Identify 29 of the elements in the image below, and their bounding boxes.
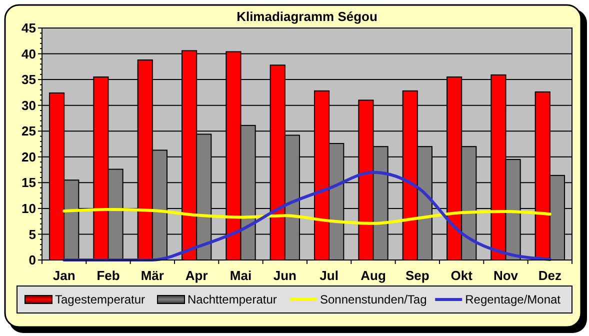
y-tick-label: 35 <box>22 72 36 88</box>
x-tick-label: Apr <box>185 268 208 283</box>
y-tick-label: 40 <box>22 46 36 62</box>
x-tick-label: Mai <box>230 268 252 283</box>
y-tick-label: 5 <box>28 226 36 242</box>
x-tick-label: Feb <box>96 268 120 283</box>
x-tick-label: Nov <box>493 268 519 283</box>
legend-label: Nachttemperatur <box>188 292 277 306</box>
legend-label: Sonnenstunden/Tag <box>320 292 427 306</box>
x-tick-label: Okt <box>450 268 474 283</box>
legend-label: Regentage/Monat <box>465 292 562 306</box>
line-series <box>62 170 552 262</box>
line-series <box>62 208 552 225</box>
x-tick-label: Sep <box>405 268 430 283</box>
x-tick-label: Dez <box>538 268 562 283</box>
legend-label: Tagestemperatur <box>55 292 146 306</box>
chart-title: Klimadiagramm Ségou <box>236 9 378 24</box>
y-tick-label: 20 <box>22 149 36 164</box>
y-tick-label: 45 <box>22 20 36 36</box>
y-tick-label: 0 <box>28 252 36 268</box>
x-tick-label: Aug <box>360 268 386 283</box>
x-tick-label: Mär <box>140 268 164 283</box>
y-tick-label: 15 <box>22 175 36 190</box>
y-tick-label: 30 <box>22 98 36 113</box>
x-tick-label: Jul <box>320 268 338 283</box>
y-tick-label: 25 <box>22 124 36 139</box>
x-tick-label: Jun <box>273 268 297 283</box>
x-tick-label: Jan <box>52 268 76 283</box>
y-tick-label: 10 <box>22 200 36 216</box>
